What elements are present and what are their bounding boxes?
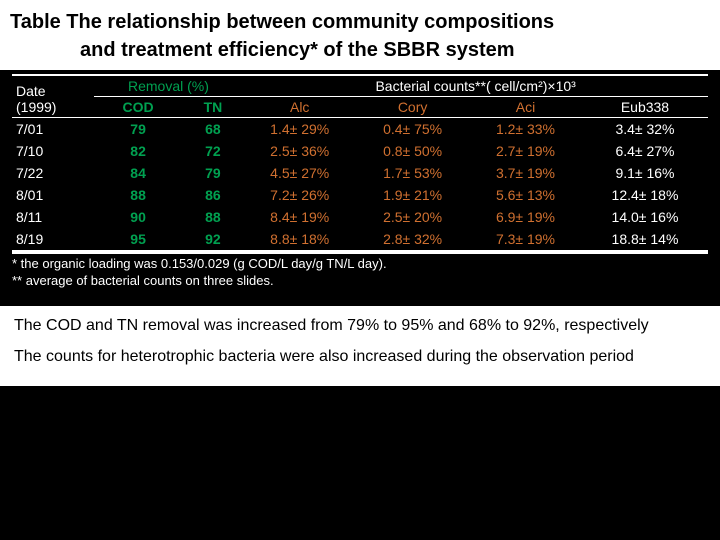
cell-aci: 5.6± 13% <box>469 184 582 206</box>
cell-cod: 84 <box>94 162 183 184</box>
cell-eub: 9.1± 16% <box>582 162 708 184</box>
cell-aci: 2.7± 19% <box>469 140 582 162</box>
cell-cod: 79 <box>94 118 183 141</box>
cell-tn: 72 <box>183 140 244 162</box>
cell-cod: 82 <box>94 140 183 162</box>
cell-alc: 8.4± 19% <box>243 206 356 228</box>
title-line1: Table The relationship between community… <box>10 8 710 36</box>
cell-aci: 6.9± 19% <box>469 206 582 228</box>
footnote-1: * the organic loading was 0.153/0.029 (g… <box>0 254 720 271</box>
cell-alc: 4.5± 27% <box>243 162 356 184</box>
cell-cod: 90 <box>94 206 183 228</box>
cell-alc: 7.2± 26% <box>243 184 356 206</box>
table-row: 7/2284794.5± 27%1.7± 53%3.7± 19%9.1± 16% <box>12 162 708 184</box>
hdr-tn: TN <box>183 97 244 118</box>
hdr-cod: COD <box>94 97 183 118</box>
cell-cory: 0.8± 50% <box>356 140 469 162</box>
hdr-alc: Alc <box>243 97 356 118</box>
data-table: Date (1999) Removal (%) Bacterial counts… <box>12 74 708 254</box>
cell-eub: 18.8± 14% <box>582 228 708 251</box>
table-body: 7/0179681.4± 29%0.4± 75%1.2± 33%3.4± 32%… <box>12 118 708 252</box>
table-row: 7/1082722.5± 36%0.8± 50%2.7± 19%6.4± 27% <box>12 140 708 162</box>
cell-tn: 92 <box>183 228 244 251</box>
cell-cory: 1.9± 21% <box>356 184 469 206</box>
cell-alc: 2.5± 36% <box>243 140 356 162</box>
cell-date: 8/01 <box>12 184 94 206</box>
bottom-text-area: The COD and TN removal was increased fro… <box>0 306 720 386</box>
title-line2: and treatment efficiency* of the SBBR sy… <box>10 36 710 64</box>
cell-alc: 8.8± 18% <box>243 228 356 251</box>
hdr-date-label: Date <box>16 83 46 99</box>
cell-date: 8/19 <box>12 228 94 251</box>
title-area: Table The relationship between community… <box>0 0 720 70</box>
paragraph-1: The COD and TN removal was increased fro… <box>14 316 706 337</box>
cell-aci: 7.3± 19% <box>469 228 582 251</box>
cell-tn: 86 <box>183 184 244 206</box>
cell-eub: 14.0± 16% <box>582 206 708 228</box>
cell-tn: 79 <box>183 162 244 184</box>
cell-cory: 2.5± 20% <box>356 206 469 228</box>
cell-eub: 6.4± 27% <box>582 140 708 162</box>
cell-aci: 1.2± 33% <box>469 118 582 141</box>
cell-date: 7/22 <box>12 162 94 184</box>
table-row: 8/0188867.2± 26%1.9± 21%5.6± 13%12.4± 18… <box>12 184 708 206</box>
cell-tn: 88 <box>183 206 244 228</box>
hdr-bacterial: Bacterial counts**( cell/cm²)×10³ <box>243 75 708 97</box>
cell-date: 7/01 <box>12 118 94 141</box>
cell-cod: 95 <box>94 228 183 251</box>
table-row: 8/1190888.4± 19%2.5± 20%6.9± 19%14.0± 16… <box>12 206 708 228</box>
cell-cory: 0.4± 75% <box>356 118 469 141</box>
cell-cory: 2.8± 32% <box>356 228 469 251</box>
cell-eub: 12.4± 18% <box>582 184 708 206</box>
cell-alc: 1.4± 29% <box>243 118 356 141</box>
table-container: Date (1999) Removal (%) Bacterial counts… <box>0 70 720 254</box>
paragraph-2: The counts for heterotrophic bacteria we… <box>14 347 706 368</box>
cell-eub: 3.4± 32% <box>582 118 708 141</box>
cell-aci: 3.7± 19% <box>469 162 582 184</box>
hdr-eub: Eub338 <box>582 97 708 118</box>
table-row: 8/1995928.8± 18%2.8± 32%7.3± 19%18.8± 14… <box>12 228 708 251</box>
hdr-aci: Aci <box>469 97 582 118</box>
cell-tn: 68 <box>183 118 244 141</box>
hdr-date-sub: (1999) <box>16 99 56 115</box>
hdr-cory: Cory <box>356 97 469 118</box>
cell-cory: 1.7± 53% <box>356 162 469 184</box>
footnote-2: ** average of bacterial counts on three … <box>0 271 720 288</box>
cell-date: 7/10 <box>12 140 94 162</box>
cell-cod: 88 <box>94 184 183 206</box>
hdr-date: Date (1999) <box>12 75 94 117</box>
hdr-removal: Removal (%) <box>94 75 244 97</box>
table-row: 7/0179681.4± 29%0.4± 75%1.2± 33%3.4± 32% <box>12 118 708 141</box>
cell-date: 8/11 <box>12 206 94 228</box>
